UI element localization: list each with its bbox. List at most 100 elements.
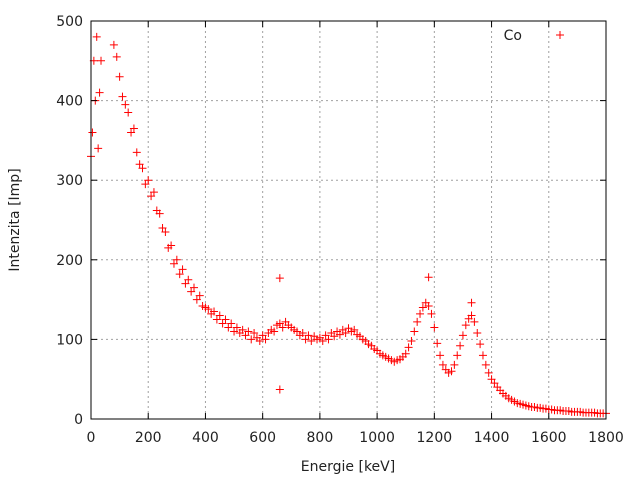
- data-point: [92, 32, 101, 41]
- data-point: [461, 321, 470, 330]
- y-tick-label: 500: [56, 14, 83, 30]
- data-point: [161, 227, 170, 236]
- data-point: [484, 368, 493, 377]
- data-point: [404, 343, 413, 352]
- data-point: [418, 303, 427, 312]
- data-point: [238, 325, 247, 334]
- y-tick-label: 100: [56, 332, 83, 348]
- grid: [91, 21, 606, 419]
- data-point: [155, 209, 164, 218]
- x-tick-label: 200: [135, 430, 162, 446]
- ticks: 0 200 400 600 800 1000 1200 1400 1600 1800 0 100 200…: [56, 14, 624, 446]
- data-point: [270, 327, 279, 336]
- data-point: [424, 301, 433, 310]
- data-point: [410, 327, 419, 336]
- data-point: [232, 323, 241, 332]
- data-point: [149, 188, 158, 197]
- data-point: [88, 128, 97, 137]
- data-point: [330, 332, 339, 341]
- data-point: [450, 360, 459, 369]
- series-co: [87, 32, 610, 418]
- data-point: [94, 144, 103, 153]
- data-point: [138, 164, 147, 173]
- data-point: [184, 275, 193, 284]
- data-point: [109, 40, 118, 49]
- data-point: [433, 339, 442, 348]
- data-point: [190, 283, 198, 292]
- data-point: [178, 265, 187, 274]
- legend: Co: [504, 28, 564, 44]
- data-point: [456, 341, 465, 350]
- data-point: [175, 270, 184, 279]
- data-point: [436, 351, 445, 360]
- data-point: [478, 351, 487, 360]
- data-point: [324, 335, 333, 344]
- data-point: [129, 124, 138, 133]
- data-point: [247, 335, 256, 344]
- data-point: [467, 298, 476, 307]
- data-point: [401, 349, 410, 358]
- data-point: [132, 148, 141, 157]
- data-point: [121, 100, 130, 109]
- data-point: [458, 331, 467, 340]
- data-point: [467, 311, 476, 320]
- data-point: [318, 336, 327, 345]
- data-point: [341, 329, 350, 338]
- data-point: [304, 331, 313, 340]
- data-point: [115, 72, 124, 81]
- y-tick-label: 400: [56, 94, 83, 110]
- data-point: [95, 88, 104, 97]
- y-tick-label: 0: [74, 412, 83, 428]
- plot-frame: [90, 20, 607, 420]
- x-tick-label: 600: [249, 430, 276, 446]
- x-tick-label: 1600: [531, 430, 567, 446]
- data-point: [250, 329, 259, 338]
- data-point: [167, 241, 176, 250]
- data-point: [118, 92, 127, 101]
- data-point: [97, 56, 106, 65]
- data-point: [255, 336, 264, 345]
- x-tick-label: 400: [192, 430, 219, 446]
- data-point: [204, 305, 213, 314]
- data-point: [244, 327, 253, 336]
- data-point: [144, 176, 153, 185]
- data-point: [453, 351, 462, 360]
- data-point: [275, 385, 284, 394]
- data-point: [261, 335, 270, 344]
- data-point: [427, 309, 436, 318]
- data-point: [221, 315, 230, 324]
- y-tick-label: 300: [56, 173, 83, 189]
- x-axis-label: Energie [keV]: [301, 459, 395, 475]
- data-point: [124, 108, 133, 117]
- data-point: [172, 255, 181, 264]
- data-point: [424, 273, 433, 282]
- data-point: [416, 309, 425, 318]
- data-point: [473, 329, 482, 338]
- data-point: [210, 307, 219, 316]
- x-tick-label: 1200: [417, 430, 453, 446]
- x-tick-label: 1400: [474, 430, 510, 446]
- data-point: [278, 323, 287, 332]
- data-point: [481, 360, 490, 369]
- legend-marker-co: [556, 31, 564, 39]
- data-point: [438, 360, 447, 369]
- x-tick-label: 0: [87, 430, 96, 446]
- data-point: [476, 340, 485, 349]
- x-tick-label: 1000: [359, 430, 395, 446]
- data-point: [275, 274, 284, 283]
- data-point: [335, 330, 344, 339]
- data-point: [447, 367, 456, 376]
- data-point: [470, 317, 479, 326]
- data-point: [307, 336, 316, 345]
- data-point: [195, 291, 204, 300]
- data-point: [350, 325, 359, 334]
- data-point: [215, 311, 224, 320]
- data-point: [298, 329, 307, 338]
- y-tick-label: 200: [56, 253, 83, 269]
- x-tick-label: 1800: [588, 430, 624, 446]
- legend-label-co: Co: [504, 28, 522, 44]
- data-point: [407, 336, 416, 345]
- data-point: [430, 323, 439, 332]
- data-point: [112, 52, 121, 61]
